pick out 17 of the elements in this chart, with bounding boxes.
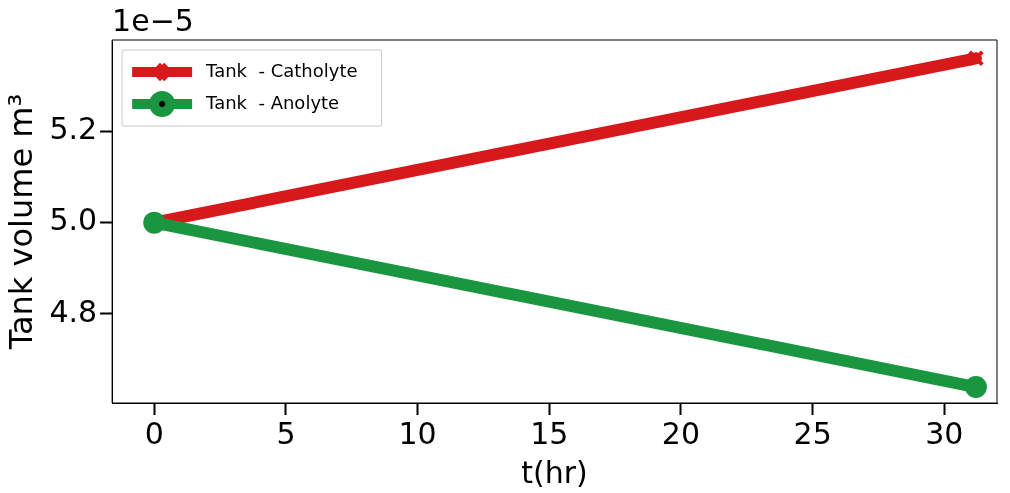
legend-label: Tank - Anolyte (205, 91, 340, 113)
point (964, 376, 987, 399)
x-tick-label: 15 (530, 415, 569, 451)
x-tick-label: 20 (661, 415, 701, 451)
text: 1e−5 (112, 2, 194, 38)
point (967, 49, 985, 67)
x-tick-label: 30 (925, 415, 964, 451)
x-axis-title: t(hr) (521, 454, 588, 490)
x-tick-label: 25 (793, 415, 832, 451)
x-tick-label: 10 (398, 415, 437, 451)
legend-label: Tank - Catholyte (205, 59, 358, 81)
y-tick-label: 4.8 (49, 293, 98, 329)
y-tick-label: 5.0 (49, 202, 98, 238)
y-axis-title: Tank volume m³ (1, 93, 40, 351)
y-tick-label: 5.2 (49, 111, 98, 147)
x-tick-label: 5 (276, 415, 296, 451)
x-tick-label: 0 (144, 415, 164, 451)
